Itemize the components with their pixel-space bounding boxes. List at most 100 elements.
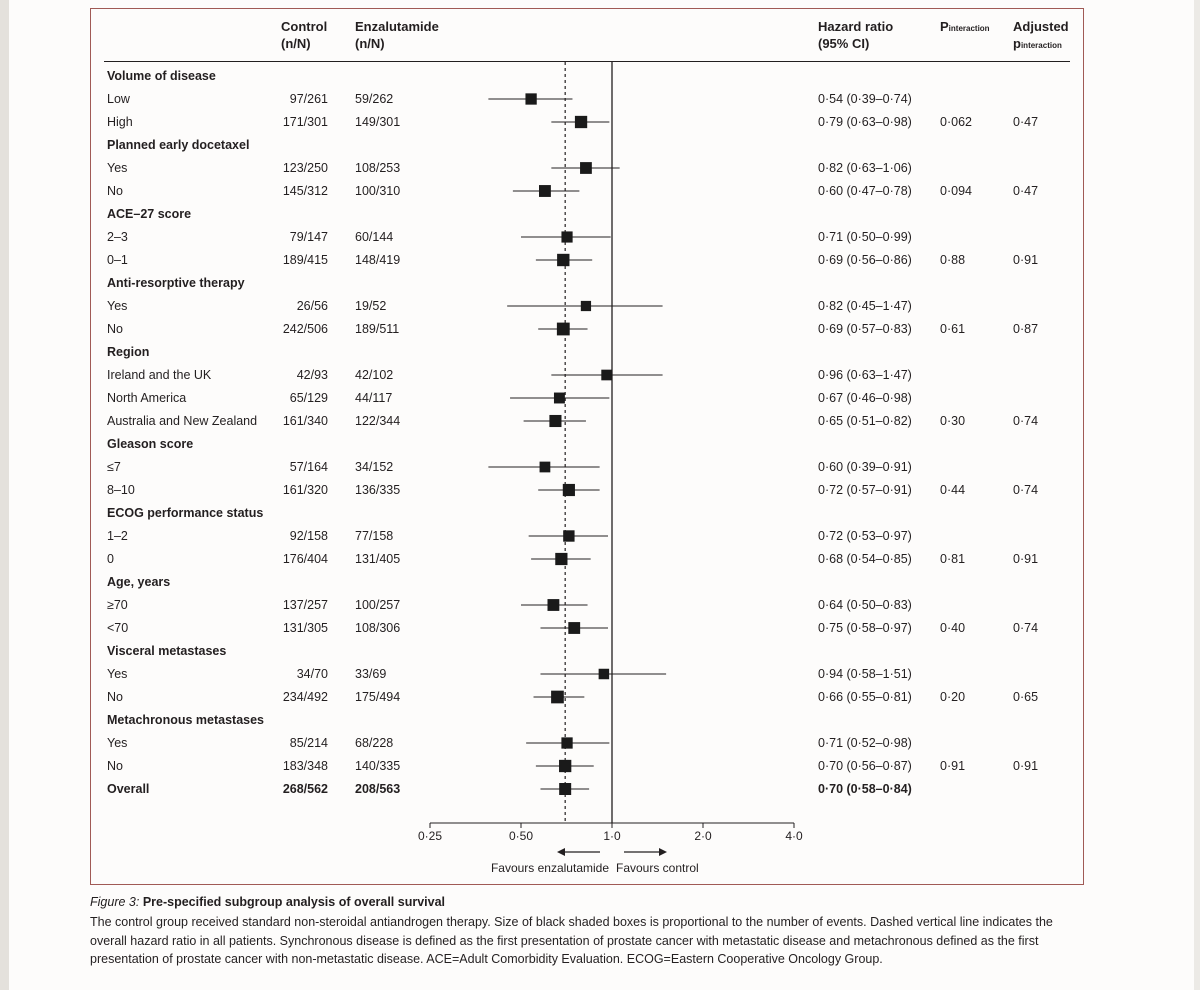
enzalutamide-events: 77/158: [355, 529, 394, 543]
hazard-ratio-ci: 0·70 (0·56–0·87): [818, 759, 912, 773]
point-estimate-box: [559, 759, 572, 773]
adjusted-p-interaction: 0·91: [1013, 759, 1039, 773]
adjusted-p-interaction: 0·91: [1013, 253, 1039, 267]
enzalutamide-events: 140/335: [355, 759, 401, 773]
control-events: 34/70: [296, 667, 328, 681]
enzalutamide-events: 100/310: [355, 184, 401, 198]
point-estimate-box: [539, 461, 551, 473]
point-estimate-box: [563, 530, 575, 542]
point-estimate-box: [549, 414, 562, 428]
point-estimate-box: [553, 392, 565, 404]
control-events: 137/257: [282, 598, 328, 612]
point-estimate-box: [551, 690, 564, 704]
subgroup-category: <70: [107, 621, 129, 635]
adjusted-p-interaction: 0·74: [1013, 483, 1039, 497]
subgroup-category: No: [107, 322, 123, 336]
control-events: 97/261: [289, 92, 328, 106]
point-estimate-box: [574, 115, 588, 129]
hazard-ratio-ci: 0·60 (0·47–0·78): [818, 184, 912, 198]
adjusted-p-interaction: 0·74: [1013, 621, 1039, 635]
overall-label: Overall: [107, 782, 150, 796]
enzalutamide-events: 208/563: [355, 782, 401, 796]
enzalutamide-events: 136/335: [355, 483, 401, 497]
subgroup-category: Yes: [107, 161, 128, 175]
control-events: 242/506: [282, 322, 328, 336]
header-p-interaction: Pinteraction: [940, 18, 990, 37]
adjusted-p-interaction: 0·91: [1013, 552, 1039, 566]
p-interaction: 0·062: [940, 115, 972, 129]
enzalutamide-events: 108/306: [355, 621, 401, 635]
hazard-ratio-ci: 0·54 (0·39–0·74): [818, 92, 912, 106]
point-estimate-box: [580, 300, 592, 312]
enzalutamide-events: 189/511: [355, 322, 400, 336]
control-events: 183/348: [282, 759, 328, 773]
hazard-ratio-ci: 0·69 (0·56–0·86): [818, 253, 912, 267]
subgroup-heading: Gleason score: [107, 437, 194, 451]
subgroup-heading: Volume of disease: [107, 69, 216, 83]
subgroup-category: No: [107, 184, 123, 198]
x-tick-label: 0·50: [509, 829, 533, 843]
hazard-ratio-ci: 0·60 (0·39–0·91): [818, 460, 912, 474]
hazard-ratio-ci: 0·70 (0·58–0·84): [818, 782, 912, 796]
enzalutamide-events: 131/405: [355, 552, 401, 566]
hazard-ratio-ci: 0·72 (0·57–0·91): [818, 483, 912, 497]
subgroup-category: ≤7: [107, 460, 121, 474]
header-enzalutamide: Enzalutamide (n/N): [355, 18, 439, 52]
header-control-line1: Control: [281, 19, 328, 34]
hazard-ratio-ci: 0·75 (0·58–0·97): [818, 621, 912, 635]
point-estimate-box: [580, 162, 592, 174]
control-events: 92/158: [289, 529, 328, 543]
hazard-ratio-ci: 0·69 (0·57–0·83): [818, 322, 912, 336]
enzalutamide-events: 175/494: [355, 690, 401, 704]
enzalutamide-events: 60/144: [355, 230, 394, 244]
hazard-ratio-ci: 0·67 (0·46–0·98): [818, 391, 912, 405]
header-adj-line1: Adjusted: [1013, 19, 1069, 34]
control-events: 145/312: [282, 184, 328, 198]
p-interaction: 0·81: [940, 552, 966, 566]
header-control-line2: (n/N): [281, 36, 311, 51]
point-estimate-box: [562, 483, 575, 497]
x-tick-label: 1·0: [603, 829, 621, 843]
p-interaction: 0·44: [940, 483, 966, 497]
control-events: 42/93: [296, 368, 328, 382]
control-events: 161/320: [282, 483, 328, 497]
control-events: 85/214: [289, 736, 328, 750]
header-hazard-ratio: Hazard ratio (95% CI): [818, 18, 893, 52]
x-tick-label: 4·0: [785, 829, 803, 843]
subgroup-category: High: [107, 115, 133, 129]
figure-frame: [90, 8, 1084, 885]
control-events: 131/305: [282, 621, 328, 635]
point-estimate-box: [561, 231, 573, 243]
page-edge-shadow-right: [1194, 0, 1200, 990]
adjusted-p-interaction: 0·47: [1013, 115, 1039, 129]
header-adjusted-p: Adjusted pinteraction: [1013, 18, 1069, 54]
adjusted-p-interaction: 0·65: [1013, 690, 1039, 704]
hazard-ratio-ci: 0·82 (0·63–1·06): [818, 161, 912, 175]
control-events: 234/492: [282, 690, 328, 704]
header-enz-line2: (n/N): [355, 36, 385, 51]
p-interaction: 0·30: [940, 414, 966, 428]
subgroup-heading: Visceral metastases: [107, 644, 227, 658]
adjusted-p-interaction: 0·87: [1013, 322, 1039, 336]
x-tick-label: 2·0: [694, 829, 712, 843]
control-events: 161/340: [282, 414, 328, 428]
point-estimate-box: [559, 783, 572, 795]
point-estimate-box: [525, 93, 537, 105]
hazard-ratio-ci: 0·66 (0·55–0·81): [818, 690, 912, 704]
point-estimate-box: [555, 552, 568, 566]
control-events: 123/250: [282, 161, 328, 175]
p-interaction: 0·20: [940, 690, 966, 704]
subgroup-heading: Planned early docetaxel: [107, 138, 250, 152]
hazard-ratio-ci: 0·64 (0·50–0·83): [818, 598, 912, 612]
header-hr-line1: Hazard ratio: [818, 19, 894, 34]
enzalutamide-events: 33/69: [355, 667, 387, 681]
header-pint-main: P: [940, 19, 949, 34]
caption-title-text: Pre-specified subgroup analysis of overa…: [139, 895, 446, 909]
p-interaction: 0·91: [940, 759, 966, 773]
subgroup-category: No: [107, 690, 123, 704]
favours-right-label: Favours control: [616, 861, 699, 875]
subgroup-category: No: [107, 759, 123, 773]
header-adj-sub: interaction: [1020, 41, 1062, 50]
subgroup-category: Yes: [107, 667, 128, 681]
